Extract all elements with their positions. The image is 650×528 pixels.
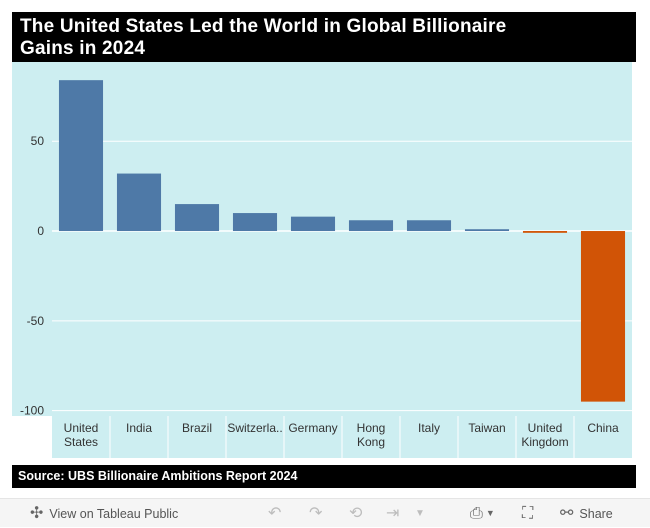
pause-dropdown[interactable]: ▼: [415, 499, 425, 528]
chart-title: The United States Led the World in Globa…: [12, 12, 636, 62]
fullscreen-button[interactable]: ⛶: [522, 499, 533, 528]
x-tick-label: States: [64, 435, 98, 449]
share-button[interactable]: ⚯ Share: [560, 499, 613, 528]
source-caption: Source: UBS Billionaire Ambitions Report…: [12, 465, 636, 488]
share-icon: ⚯: [560, 504, 574, 522]
x-tick-label: Switzerla..: [227, 421, 282, 435]
view-on-tableau-link[interactable]: ✣ View on Tableau Public: [30, 499, 178, 528]
redo-button[interactable]: ↷: [309, 499, 322, 528]
bar-china[interactable]: [580, 231, 626, 402]
bar-india[interactable]: [116, 173, 162, 232]
x-tick-label: United: [64, 421, 99, 435]
revert-button[interactable]: ⟲: [349, 499, 362, 528]
bar-hong-kong[interactable]: [348, 220, 394, 232]
x-tick-label: Kingdom: [521, 435, 568, 449]
bar-germany[interactable]: [290, 216, 336, 232]
tableau-logo-icon: ✣: [30, 504, 44, 522]
plot-background: [12, 62, 632, 416]
x-tick-label: China: [587, 421, 619, 435]
download-button[interactable]: ⎙ ▼: [470, 499, 495, 528]
download-icon: ⎙: [470, 504, 483, 522]
y-tick-label: -100: [20, 404, 44, 418]
fullscreen-icon: ⛶: [522, 504, 534, 522]
y-tick-label: 50: [31, 134, 45, 148]
x-tick-label: United: [528, 421, 563, 435]
x-tick-label: India: [126, 421, 152, 435]
bar-brazil[interactable]: [174, 204, 220, 232]
x-tick-label: Brazil: [182, 421, 212, 435]
undo-icon: ↶: [268, 504, 282, 522]
x-tick-label: Germany: [288, 421, 337, 435]
chevron-down-icon: ▼: [415, 507, 425, 519]
x-tick-label: Kong: [357, 435, 385, 449]
chart-area[interactable]: -100 -50 0 50 United States India Brazil Switzer…: [12, 62, 632, 458]
y-tick-label: 0: [37, 224, 44, 238]
revert-icon: ⟲: [349, 504, 363, 522]
view-on-tableau-label: View on Tableau Public: [49, 506, 179, 521]
bar-united-kingdom[interactable]: [522, 231, 568, 233]
y-tick-label: -50: [27, 314, 45, 328]
share-label: Share: [579, 506, 613, 521]
x-tick-label: Italy: [418, 421, 440, 435]
chart-title-line-1: The United States Led the World in Globa…: [20, 16, 507, 37]
undo-button[interactable]: ↶: [268, 499, 281, 528]
chart-title-line-2: Gains in 2024: [20, 38, 146, 59]
download-chevron-icon: ▼: [485, 508, 495, 518]
x-tick-label: Hong: [357, 421, 386, 435]
bar-taiwan[interactable]: [464, 229, 510, 232]
bar-united-states[interactable]: [58, 80, 104, 232]
tableau-toolbar: ✣ View on Tableau Public ↶ ↷ ⟲ ⇥ ▼ ⎙ ▼ ⛶…: [0, 498, 650, 527]
forward-button[interactable]: ⇥: [386, 499, 399, 528]
redo-icon: ↷: [309, 504, 323, 522]
x-tick-label: Taiwan: [468, 421, 505, 435]
bar-switzerla[interactable]: [232, 213, 278, 232]
forward-icon: ⇥: [386, 504, 400, 522]
bar-italy[interactable]: [406, 220, 452, 232]
